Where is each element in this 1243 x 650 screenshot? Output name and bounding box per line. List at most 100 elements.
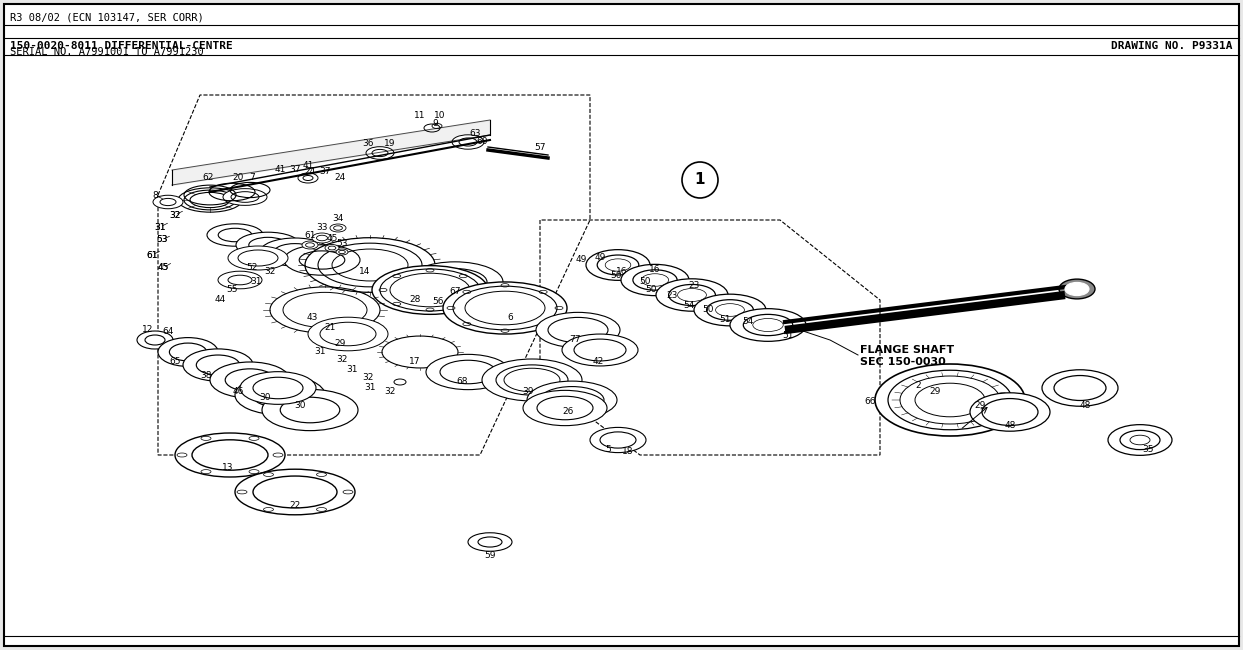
Ellipse shape: [730, 309, 805, 341]
Text: 35: 35: [1142, 445, 1154, 454]
Text: 54: 54: [684, 300, 695, 309]
Text: 45: 45: [158, 263, 169, 272]
Text: 23: 23: [689, 281, 700, 289]
Text: 50: 50: [702, 306, 713, 315]
Ellipse shape: [622, 265, 689, 296]
Text: 9: 9: [433, 120, 438, 129]
Ellipse shape: [137, 331, 173, 349]
Text: 50: 50: [645, 285, 656, 294]
Ellipse shape: [298, 173, 318, 183]
Ellipse shape: [1108, 424, 1172, 456]
Text: 34: 34: [332, 214, 343, 223]
FancyBboxPatch shape: [4, 4, 1239, 646]
Text: 55: 55: [226, 285, 237, 294]
Text: 5: 5: [605, 445, 610, 454]
Text: 50: 50: [610, 270, 622, 280]
Ellipse shape: [312, 233, 332, 243]
Text: 48: 48: [1079, 400, 1090, 410]
Text: 52: 52: [246, 263, 257, 272]
Ellipse shape: [1059, 279, 1095, 299]
Ellipse shape: [1042, 370, 1117, 406]
Ellipse shape: [875, 364, 1025, 436]
Text: 24: 24: [334, 174, 346, 183]
Ellipse shape: [694, 294, 766, 326]
Text: 32: 32: [337, 356, 348, 365]
Text: 17: 17: [409, 358, 420, 367]
Text: 61: 61: [305, 231, 316, 240]
Text: 41: 41: [275, 166, 286, 174]
Ellipse shape: [308, 317, 388, 351]
Text: 32: 32: [384, 387, 395, 396]
Text: 2: 2: [915, 380, 921, 389]
Ellipse shape: [302, 241, 318, 249]
Text: 61: 61: [147, 250, 158, 259]
Ellipse shape: [208, 224, 264, 246]
Text: 32: 32: [169, 211, 180, 220]
Ellipse shape: [153, 195, 183, 209]
Text: 37: 37: [290, 166, 301, 174]
Text: 32: 32: [169, 211, 180, 220]
Text: 32: 32: [265, 268, 276, 276]
Ellipse shape: [262, 389, 358, 431]
Text: 13: 13: [222, 463, 234, 473]
Text: 20: 20: [232, 174, 244, 183]
Text: 32: 32: [362, 374, 374, 382]
Text: 29: 29: [930, 387, 941, 396]
Ellipse shape: [452, 135, 484, 150]
Text: FLANGE SHAFT: FLANGE SHAFT: [860, 345, 955, 355]
Text: 31: 31: [154, 222, 165, 231]
Ellipse shape: [590, 428, 646, 452]
Ellipse shape: [336, 249, 348, 255]
Text: 61: 61: [147, 250, 158, 259]
Text: 29: 29: [334, 339, 346, 348]
Text: 53: 53: [337, 239, 348, 248]
Text: 53: 53: [157, 235, 168, 244]
Text: 8: 8: [152, 190, 158, 200]
Text: 63: 63: [470, 129, 481, 138]
Text: 31: 31: [347, 365, 358, 374]
Text: 44: 44: [214, 296, 226, 304]
Text: 26: 26: [562, 408, 574, 417]
Ellipse shape: [324, 244, 339, 252]
Text: 37: 37: [319, 168, 331, 177]
Text: 19: 19: [384, 138, 395, 148]
Ellipse shape: [1065, 282, 1089, 296]
Text: 1: 1: [695, 172, 705, 187]
Text: 46: 46: [232, 387, 244, 396]
Text: 31: 31: [364, 384, 375, 393]
Text: 38: 38: [200, 370, 211, 380]
Text: SEC 150-0030: SEC 150-0030: [860, 357, 946, 367]
Ellipse shape: [175, 433, 285, 477]
Text: 49: 49: [594, 254, 605, 263]
Ellipse shape: [365, 147, 394, 159]
Text: 43: 43: [306, 313, 318, 322]
Ellipse shape: [443, 282, 567, 334]
Text: 31: 31: [314, 348, 326, 356]
Text: 65: 65: [169, 358, 180, 367]
Text: 31: 31: [154, 222, 165, 231]
Ellipse shape: [527, 381, 617, 419]
Ellipse shape: [656, 279, 728, 311]
Ellipse shape: [536, 313, 620, 348]
Ellipse shape: [585, 250, 650, 280]
Ellipse shape: [482, 359, 582, 401]
Text: 36: 36: [362, 138, 374, 148]
Text: 56: 56: [433, 298, 444, 307]
Text: 68: 68: [456, 378, 467, 387]
Text: 6: 6: [507, 313, 513, 322]
Text: 41: 41: [302, 161, 313, 170]
Ellipse shape: [260, 238, 329, 266]
Text: 64: 64: [163, 328, 174, 337]
Text: 54: 54: [742, 317, 753, 326]
Text: 16: 16: [649, 265, 661, 274]
Text: 62: 62: [203, 174, 214, 183]
Text: 7: 7: [249, 174, 255, 183]
Text: 18: 18: [623, 447, 634, 456]
Ellipse shape: [523, 391, 607, 426]
Text: 67: 67: [449, 287, 461, 296]
Ellipse shape: [210, 362, 290, 398]
Text: 60: 60: [476, 138, 487, 146]
Ellipse shape: [236, 232, 300, 258]
Text: 12: 12: [142, 326, 154, 335]
Ellipse shape: [222, 188, 267, 205]
